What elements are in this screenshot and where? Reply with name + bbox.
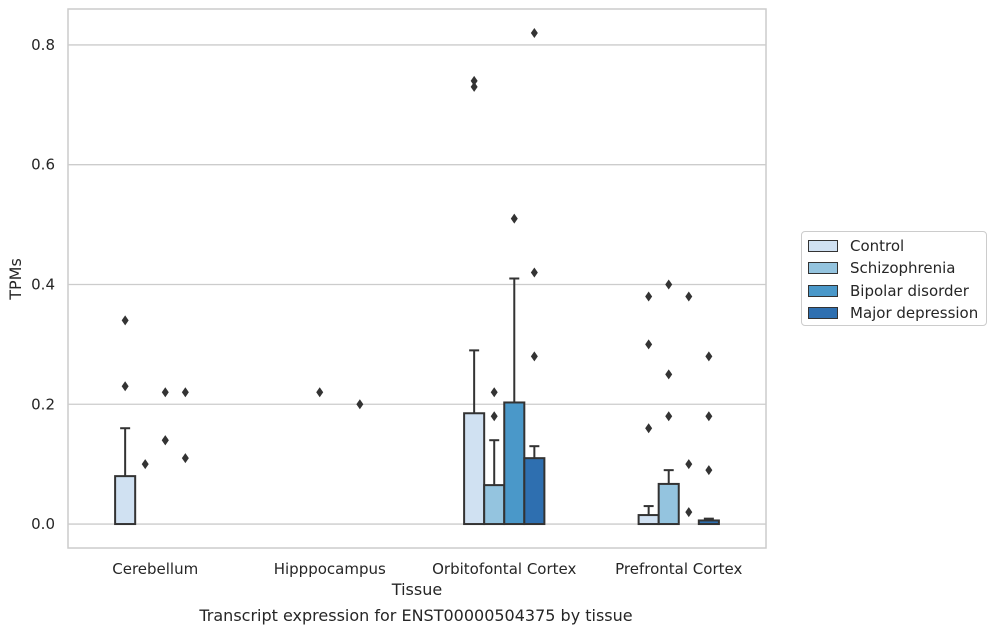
outlier-point (161, 435, 169, 446)
x-tick-label: Orbitofontal Cortex (432, 560, 576, 578)
outlier-point (316, 387, 324, 398)
outlier-point (181, 387, 189, 398)
y-tick-label: 0.2 (31, 395, 55, 413)
bar (637, 514, 660, 526)
outlier-point (705, 351, 713, 362)
outlier-point (665, 411, 673, 422)
y-axis-title: TPMs (6, 258, 25, 301)
bar (503, 401, 526, 526)
outlier-point (685, 507, 693, 518)
outlier-point (645, 339, 653, 350)
legend-swatch-control (808, 240, 838, 252)
figure-caption: Transcript expression for ENST0000050437… (199, 606, 633, 625)
outlier-point (470, 75, 478, 86)
outlier-point (141, 459, 149, 470)
bar (483, 484, 506, 526)
plot-area (67, 8, 767, 549)
outlier-point (121, 315, 129, 326)
outlier-point (510, 213, 518, 224)
legend-swatch-bipolar-disorder (808, 285, 838, 297)
legend-label: Bipolar disorder (850, 282, 969, 300)
outlier-point (685, 459, 693, 470)
y-tick-label: 0.0 (31, 515, 55, 533)
x-tick-label: Prefrontal Cortex (615, 560, 742, 578)
legend-item-schizophrenia: Schizophrenia (808, 259, 955, 277)
legend-label: Schizophrenia (850, 259, 956, 277)
outlier-point (645, 423, 653, 434)
legend-item-control: Control (808, 237, 904, 255)
y-tick-label: 0.8 (31, 36, 55, 54)
outlier-point (356, 399, 364, 410)
outlier-point (161, 387, 169, 398)
x-tick-label: Hipppocampus (274, 560, 386, 578)
outlier-point (530, 27, 538, 38)
outlier-point (121, 381, 129, 392)
outlier-point (665, 279, 673, 290)
outlier-point (665, 369, 673, 380)
outlier-point (181, 453, 189, 464)
y-tick-label: 0.6 (31, 156, 55, 174)
bar (463, 412, 486, 526)
outlier-point (490, 387, 498, 398)
outlier-point (705, 411, 713, 422)
outlier-point (645, 291, 653, 302)
outlier-point (530, 267, 538, 278)
bar (114, 475, 137, 526)
bar (697, 519, 720, 526)
outlier-point (705, 465, 713, 476)
x-tick-label: Cerebellum (112, 560, 198, 578)
outlier-point (685, 291, 693, 302)
legend-swatch-major-depression (808, 307, 838, 319)
legend-item-bipolar-disorder: Bipolar disorder (808, 282, 969, 300)
legend-swatch-schizophrenia (808, 262, 838, 274)
outlier-point (490, 411, 498, 422)
outlier-point (530, 351, 538, 362)
legend-label: Major depression (850, 304, 979, 322)
bar (523, 457, 546, 526)
x-axis-title: Tissue (391, 580, 442, 599)
legend-label: Control (850, 237, 905, 255)
bar (657, 482, 680, 526)
legend: Control Schizophrenia Bipolar disorder M… (801, 231, 987, 326)
outlier-point (470, 81, 478, 92)
y-tick-label: 0.4 (31, 275, 55, 293)
legend-item-major-depression: Major depression (808, 304, 978, 322)
